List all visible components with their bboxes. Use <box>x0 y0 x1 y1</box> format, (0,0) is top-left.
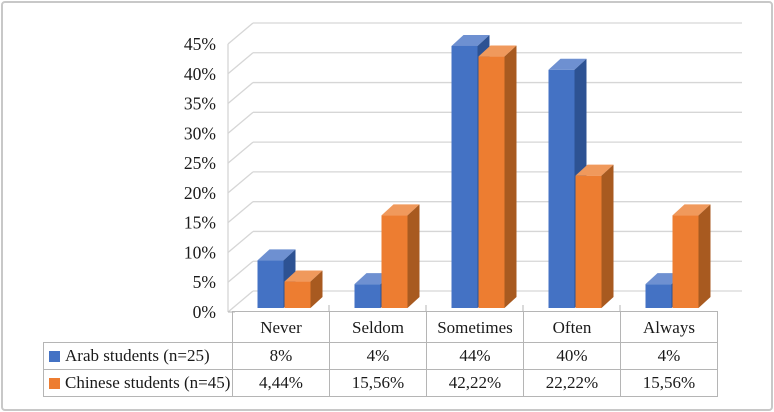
y-axis-tick-label: 20% <box>184 183 216 203</box>
value-cell-chinese-often: 22,22% <box>523 369 621 397</box>
bar-front-face <box>672 215 699 308</box>
gridline-diagonal <box>227 171 254 194</box>
bars <box>257 34 711 309</box>
bar-front-face <box>451 45 478 308</box>
value-cell-chinese-sometimes: 42,22% <box>426 369 524 397</box>
bar-chinese-often <box>575 164 614 308</box>
bar-front-face <box>354 284 381 308</box>
bar-top-face <box>451 34 490 46</box>
gridline-diagonal <box>227 22 254 45</box>
bar-side-face <box>601 164 614 308</box>
category-header-never: Never <box>232 311 330 343</box>
y-axis-tick-label: 15% <box>184 213 216 233</box>
gridline-diagonal <box>227 52 254 75</box>
bar-side-face <box>698 204 711 308</box>
legend-cell-arab: Arab students (n=25) <box>43 342 233 370</box>
value-cell-chinese-seldom: 15,56% <box>329 369 427 397</box>
bar-front-face <box>575 175 602 308</box>
gridline-diagonal <box>227 141 254 164</box>
bar-side-face <box>310 270 323 308</box>
y-axis-tick-label: 0% <box>193 302 216 322</box>
bar-side-face <box>504 45 517 308</box>
bar-front-face <box>645 284 672 308</box>
legend-series-name: Arab students (n=25) <box>65 346 210 365</box>
bar-chinese-never <box>284 270 323 308</box>
category-header-always: Always <box>620 311 718 343</box>
legend-marker-chinese <box>49 378 60 389</box>
bar-front-face <box>381 215 408 308</box>
bar-front-face <box>548 69 575 309</box>
bar-top-face <box>284 270 323 282</box>
bar-chinese-seldom <box>381 204 420 308</box>
legend-series-name: Chinese students (n=45) <box>65 373 231 392</box>
category-header-often: Often <box>523 311 621 343</box>
gridline-diagonal <box>227 201 254 224</box>
bar-top-face <box>672 204 711 216</box>
gridline-diagonal <box>227 82 254 105</box>
y-axis-tick-label: 5% <box>193 272 216 292</box>
bar-top-face <box>478 45 517 57</box>
value-cell-chinese-never: 4,44% <box>232 369 330 397</box>
legend-marker-arab <box>49 351 60 362</box>
y-axis-tick-label: 35% <box>184 94 216 114</box>
value-cell-chinese-always: 15,56% <box>620 369 718 397</box>
gridline-diagonal <box>227 230 254 253</box>
bar-top-face <box>548 58 587 70</box>
bar-front-face <box>257 260 284 308</box>
y-axis-tick-label: 25% <box>184 153 216 173</box>
gridline-diagonal <box>227 260 254 283</box>
bar-top-face <box>381 204 420 216</box>
bar-top-face <box>257 249 296 261</box>
bar-chinese-sometimes <box>478 45 517 309</box>
chart-data-table: Never Seldom Sometimes Often Always Arab stud… <box>43 311 718 397</box>
gridline-diagonal <box>227 290 254 313</box>
y-axis-tick-labels: 0% 5% 10% 15% 20% 25% 30% 35% 40% 45% <box>184 34 216 322</box>
y-axis-tick-label: 10% <box>184 242 216 262</box>
bar-front-face <box>478 56 505 309</box>
category-header-seldom: Seldom <box>329 311 427 343</box>
y-axis-tick-label: 45% <box>184 34 216 54</box>
legend-cell-chinese: Chinese students (n=45) <box>43 369 233 397</box>
y-axis-tick-label: 40% <box>184 64 216 84</box>
value-cell-arab-sometimes: 44% <box>426 342 524 370</box>
bar-top-face <box>575 164 614 176</box>
bar-side-face <box>407 204 420 308</box>
category-header-sometimes: Sometimes <box>426 311 524 343</box>
table-blank-cell <box>44 312 233 343</box>
gridline-diagonal <box>227 111 254 134</box>
value-cell-arab-always: 4% <box>620 342 718 370</box>
y-axis-tick-label: 30% <box>184 123 216 143</box>
bar-front-face <box>284 281 311 308</box>
bar-chinese-always <box>672 204 711 308</box>
value-cell-arab-seldom: 4% <box>329 342 427 370</box>
value-cell-arab-never: 8% <box>232 342 330 370</box>
value-cell-arab-often: 40% <box>523 342 621 370</box>
